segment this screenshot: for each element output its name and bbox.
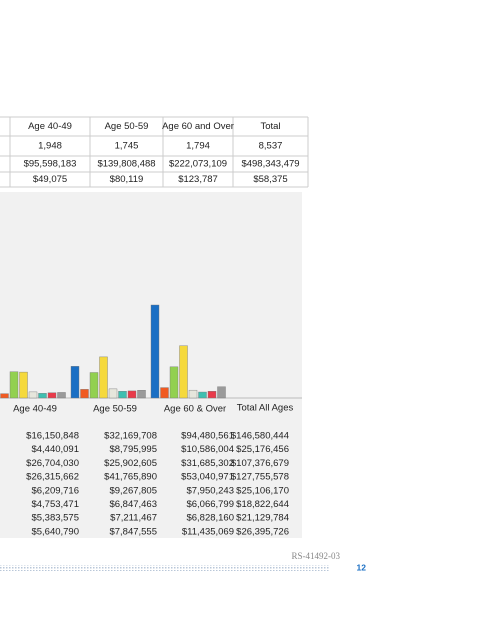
- value-cell: $6,828,160: [186, 513, 234, 524]
- bar: [169, 366, 179, 399]
- value-cell: $10,586,004: [181, 444, 234, 455]
- bar: [89, 372, 99, 399]
- page-number: 12: [357, 562, 367, 572]
- total-header: Total All Ages: [237, 403, 294, 414]
- table-header: Total: [260, 121, 280, 132]
- value-cell: $26,315,662: [26, 472, 79, 483]
- value-cell: $32,169,708: [104, 431, 157, 442]
- table-header: Age 60 and Over: [162, 121, 234, 132]
- bar: [150, 304, 160, 399]
- value-cell: $53,040,971: [181, 472, 234, 483]
- bar: [28, 391, 38, 399]
- value-cell: $8,795,995: [109, 444, 157, 455]
- total-cell: $26,395,726: [236, 526, 289, 537]
- value-cell: $7,950,243: [186, 485, 234, 496]
- category-label: Age 50-59: [93, 404, 137, 415]
- bar: [47, 392, 57, 399]
- value-cell: $7,211,467: [110, 513, 157, 524]
- value-cell: $6,209,716: [31, 485, 79, 496]
- table-cell: $58,375: [253, 174, 287, 185]
- table-cell: $123,787: [178, 174, 218, 185]
- bar: [108, 388, 118, 399]
- bar: [217, 386, 226, 399]
- dotted-rule: [0, 565, 330, 571]
- bar: [160, 387, 169, 399]
- bar: [188, 389, 198, 399]
- bar: [99, 356, 108, 399]
- bar: [19, 371, 28, 399]
- value-cell: $26,704,030: [26, 458, 79, 469]
- total-cell: $25,106,170: [236, 485, 289, 496]
- table-cell: $222,073,109: [169, 159, 227, 170]
- table-cell: 1,794: [186, 141, 210, 152]
- bar: [137, 390, 146, 399]
- bar: [118, 391, 127, 399]
- total-cell: $127,755,578: [231, 472, 289, 483]
- value-cell: $94,480,561: [181, 431, 234, 442]
- bar: [57, 392, 66, 399]
- table-cell: $498,343,479: [241, 159, 299, 170]
- bar: [80, 389, 89, 399]
- value-cell: $6,066,799: [186, 499, 234, 510]
- bar: [198, 391, 207, 399]
- value-cell: $6,847,463: [109, 499, 157, 510]
- doc-code: RS-41492-03: [291, 551, 340, 561]
- value-cell: $11,435,069: [182, 526, 234, 537]
- total-cell: $21,129,784: [236, 513, 289, 524]
- value-cell: $41,765,890: [104, 472, 157, 483]
- category-label: Age 60 & Over: [164, 404, 226, 415]
- table-cell: $139,808,488: [97, 159, 155, 170]
- category-label: Age 40-49: [13, 404, 57, 415]
- bar: [179, 345, 188, 399]
- value-cell: $4,753,471: [31, 499, 79, 510]
- table-cell: $95,598,183: [24, 159, 77, 170]
- table-cell: 8,537: [259, 141, 283, 152]
- bar: [70, 366, 80, 399]
- bar: [207, 391, 217, 399]
- bar: [38, 393, 47, 399]
- total-cell: $107,376,679: [231, 458, 289, 469]
- value-cell: $5,383,575: [31, 513, 79, 524]
- value-cell: $16,150,848: [26, 431, 79, 442]
- bar: [127, 390, 137, 399]
- value-cell: $9,267,805: [109, 485, 157, 496]
- table-cell: 1,745: [115, 141, 139, 152]
- value-cell: $7,847,555: [109, 526, 157, 537]
- table-cell: $80,119: [110, 174, 144, 185]
- total-cell: $25,176,456: [236, 444, 289, 455]
- value-cell: $25,902,605: [104, 458, 157, 469]
- table-cell: 1,948: [38, 141, 62, 152]
- total-cell: $146,580,444: [231, 431, 289, 442]
- value-cell: $31,685,302: [181, 458, 234, 469]
- table-header: Age 50-59: [105, 121, 149, 132]
- table-header: Age 40-49: [28, 121, 72, 132]
- total-cell: $18,822,644: [236, 499, 289, 510]
- value-cell: $4,440,091: [31, 444, 79, 455]
- table-cell: $49,075: [33, 174, 67, 185]
- value-cell: $5,640,790: [31, 526, 79, 537]
- bar: [9, 371, 19, 399]
- bar: [0, 393, 9, 399]
